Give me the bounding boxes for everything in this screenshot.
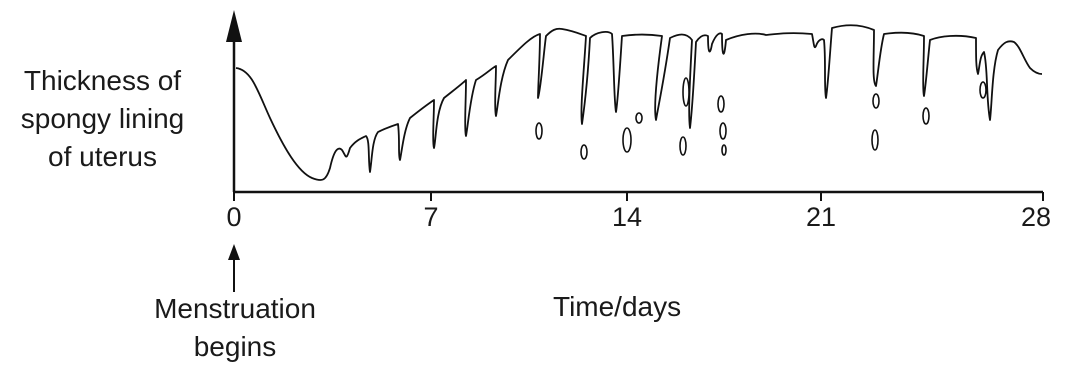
y-axis-label-line-3: of uterus bbox=[48, 141, 157, 172]
tissue-fragment bbox=[721, 144, 727, 156]
x-axis-label: Time/days bbox=[553, 291, 682, 322]
y-axis-label-line-1: Thickness of bbox=[23, 65, 182, 96]
tissue-fragment bbox=[622, 127, 632, 153]
x-tick-label-14: 14 bbox=[611, 202, 643, 232]
x-tick-label-28: 28 bbox=[1020, 202, 1052, 232]
menstruation-arrowhead bbox=[228, 244, 240, 260]
tissue-fragment bbox=[872, 93, 880, 109]
tissue-fragment bbox=[580, 144, 588, 160]
tissue-fragment bbox=[635, 112, 643, 124]
menstruation-annotation-line-2: begins bbox=[193, 331, 277, 362]
y-axis-arrowhead bbox=[226, 10, 242, 42]
tissue-fragment bbox=[682, 77, 690, 107]
y-axis-label-line-2: spongy lining bbox=[20, 103, 185, 134]
tissue-fragments bbox=[535, 77, 987, 160]
tissue-fragment bbox=[719, 122, 727, 140]
menstruation-annotation-line-1: Menstruation bbox=[154, 293, 316, 324]
tissue-fragment bbox=[535, 122, 543, 140]
lining-thickness-curve bbox=[235, 24, 1043, 181]
tissue-fragment bbox=[979, 81, 987, 99]
y-axis-label: Thickness of spongy lining of uterus bbox=[0, 62, 205, 176]
tissue-fragment bbox=[717, 95, 725, 113]
tissue-fragment bbox=[922, 107, 930, 125]
x-tick-label-21: 21 bbox=[805, 202, 837, 232]
tissue-fragment bbox=[871, 129, 879, 151]
tissue-fragment bbox=[679, 136, 687, 156]
x-tick-label-0: 0 bbox=[226, 202, 242, 232]
menstruation-annotation: Menstruation begins bbox=[135, 290, 335, 366]
x-tick-label-7: 7 bbox=[423, 202, 439, 232]
